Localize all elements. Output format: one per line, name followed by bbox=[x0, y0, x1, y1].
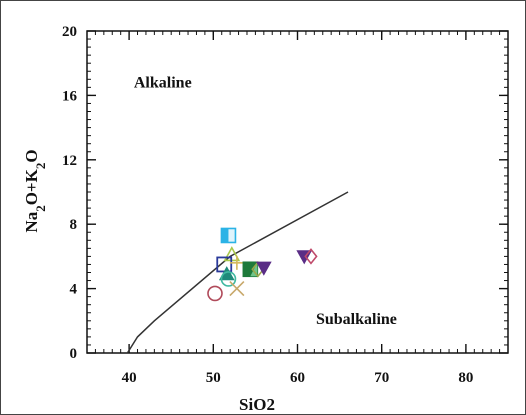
data-point-cross-b bbox=[229, 281, 245, 297]
y-tick-label: 20 bbox=[62, 24, 77, 40]
alkaline-subalkaline-boundary-line bbox=[126, 191, 349, 354]
y-tick-label: 8 bbox=[70, 217, 78, 233]
data-point bbox=[220, 227, 237, 244]
region-label-alkaline: Alkaline bbox=[134, 74, 192, 91]
x-tick-label: 70 bbox=[374, 370, 389, 386]
data-point bbox=[216, 256, 233, 273]
y-tick-label: 16 bbox=[62, 88, 78, 104]
y-axis-title: Na2O+K2O bbox=[22, 149, 48, 232]
data-point-square bbox=[216, 256, 233, 273]
data-point-circle bbox=[207, 285, 223, 302]
x-tick-label: 60 bbox=[290, 370, 305, 386]
y-tick-label: 4 bbox=[70, 282, 78, 298]
data-point bbox=[255, 261, 272, 276]
region-label-subalkaline: Subalkaline bbox=[316, 311, 397, 328]
y-tick-label: 0 bbox=[70, 346, 78, 362]
data-point bbox=[304, 248, 318, 265]
data-point bbox=[229, 255, 244, 270]
x-axis-title: SiO2 bbox=[239, 395, 275, 414]
data-point-triangle-down bbox=[255, 261, 272, 276]
x-tick-label: 50 bbox=[206, 370, 221, 386]
data-point-circle bbox=[220, 271, 237, 287]
data-point bbox=[229, 281, 245, 297]
data-point bbox=[220, 271, 237, 287]
data-point-half-square-fill bbox=[221, 228, 229, 243]
x-tick-label: 40 bbox=[122, 370, 137, 386]
x-tick-label: 80 bbox=[458, 370, 473, 386]
data-point-diamond bbox=[304, 248, 318, 265]
y-tick-label: 12 bbox=[62, 153, 77, 169]
data-point bbox=[207, 285, 223, 302]
